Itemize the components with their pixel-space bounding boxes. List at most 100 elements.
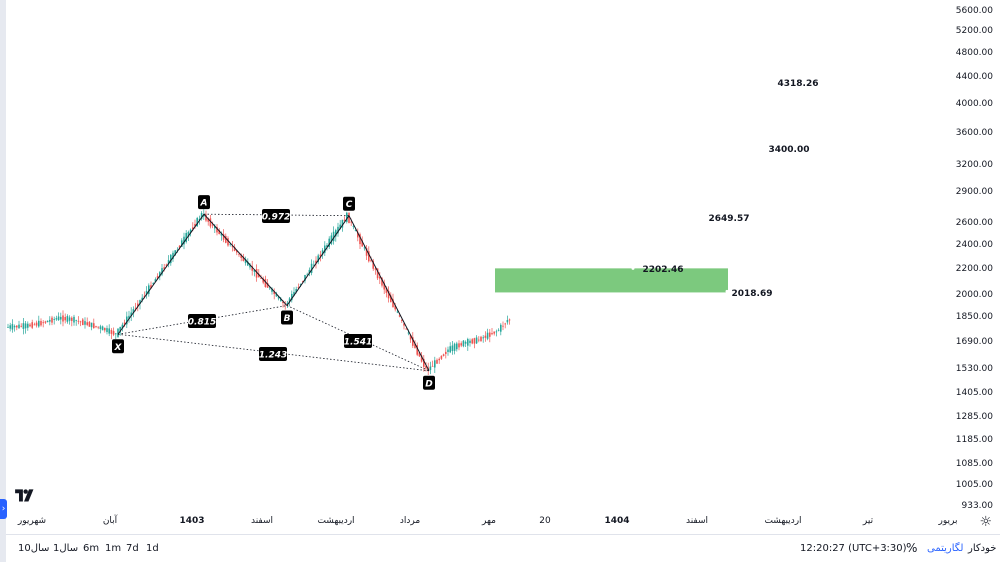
pattern-point-badge — [198, 195, 210, 210]
candle-body — [216, 226, 218, 233]
pattern-point-badge — [281, 310, 293, 325]
candle-body — [225, 235, 227, 243]
candle-body — [40, 321, 42, 326]
candle-body — [420, 355, 423, 362]
candle-body — [220, 233, 223, 236]
candle-body — [148, 285, 150, 295]
candle-body — [401, 320, 403, 321]
candle-body — [106, 328, 108, 333]
x-tick-label: مهر — [482, 516, 496, 526]
candle-body — [29, 324, 31, 327]
candle-body — [277, 296, 280, 299]
candle-body — [187, 231, 190, 237]
candle-body — [442, 354, 445, 356]
candle-body — [139, 300, 141, 304]
candle-body — [508, 319, 511, 321]
y-tick-label: 3200.00 — [955, 160, 993, 171]
y-tick-label: 1285.00 — [955, 412, 993, 423]
candle-body — [134, 307, 137, 309]
candle-body — [453, 343, 456, 351]
target-zone — [495, 268, 728, 293]
candle-body — [73, 316, 75, 323]
log-scale-toggle[interactable]: لگاریتمی — [927, 543, 964, 554]
range-7d-button[interactable]: 7d — [126, 543, 139, 554]
candle-body — [33, 324, 36, 326]
target-level-label: 2018.69 — [732, 289, 773, 299]
ratio-label: 0.972 — [262, 213, 290, 223]
candle-body — [46, 320, 49, 323]
candle-body — [480, 336, 482, 341]
candle-body — [376, 268, 379, 279]
gear-icon[interactable]: ☼ — [979, 514, 992, 530]
candle-body — [469, 340, 471, 343]
range-1y-button[interactable]: 1سال — [53, 543, 79, 554]
candle-body — [108, 328, 110, 334]
candle-body — [165, 264, 168, 266]
candle-body — [482, 337, 484, 339]
candle-body — [209, 218, 212, 227]
candle-body — [156, 276, 159, 279]
candle-body — [489, 332, 491, 337]
candle-body — [110, 329, 113, 334]
candle-body — [460, 343, 462, 346]
candle-body — [24, 323, 27, 329]
range-6m-button[interactable]: 6m — [83, 543, 100, 554]
candle-body — [163, 267, 165, 270]
candle-body — [394, 305, 396, 310]
candle-body — [174, 250, 176, 256]
candle-body — [112, 331, 115, 335]
candle-body — [189, 229, 192, 233]
candle-body — [95, 325, 97, 327]
chevron-right-icon[interactable]: › — [0, 499, 7, 519]
candle-body — [22, 323, 25, 329]
candle-body — [115, 333, 117, 335]
candle-body — [372, 260, 374, 269]
candle-body — [145, 290, 148, 295]
pattern-point-label: A — [200, 199, 208, 209]
candle-body — [71, 317, 73, 321]
pattern-point-badge — [112, 339, 124, 354]
pattern-point-label: B — [284, 314, 291, 324]
x-tick-label: 20 — [539, 516, 551, 526]
clock-timezone[interactable]: 12:20:27 (UTC+3:30) — [800, 543, 907, 554]
ratio-badge — [344, 334, 372, 348]
candle-body — [310, 263, 313, 273]
range-1m-button[interactable]: 1m — [105, 543, 122, 554]
candle-body — [207, 218, 209, 222]
candle-body — [288, 298, 291, 303]
auto-scale-toggle[interactable]: خودکار — [968, 543, 997, 554]
ratio-badge — [188, 314, 216, 328]
range-1d-button[interactable]: 1d — [146, 543, 159, 554]
candle-body — [77, 320, 80, 322]
candle-body — [416, 345, 418, 355]
price-chart[interactable]: 4318.26 3400.00 2649.57 2202.46 2018.69 0.972… — [0, 0, 1000, 534]
ratio-badge — [262, 209, 290, 223]
candle-body — [392, 299, 394, 308]
tradingview-logo[interactable] — [14, 488, 34, 504]
candle-body — [405, 328, 407, 330]
candle-body — [484, 335, 487, 338]
x-tick-label: تیر — [862, 516, 874, 526]
candle-body — [198, 218, 201, 220]
ratio-label: 0.815 — [188, 318, 216, 328]
candle-body — [451, 345, 454, 352]
candle-body — [500, 324, 502, 332]
candle-body — [445, 351, 447, 354]
candle-body — [130, 312, 132, 317]
candle-body — [260, 278, 262, 279]
y-tick-label: 1405.00 — [955, 387, 993, 398]
candle-body — [152, 283, 154, 285]
target-level-label: 2202.46 — [643, 265, 684, 275]
candle-body — [458, 343, 460, 348]
candle-body — [117, 328, 119, 337]
candle-body — [319, 254, 322, 257]
candle-body — [273, 291, 275, 295]
candle-body — [495, 331, 498, 333]
candle-body — [167, 260, 170, 265]
candle-body — [150, 285, 152, 289]
candle-body — [330, 235, 333, 244]
percent-toggle[interactable]: % — [906, 541, 918, 555]
y-tick-label: 933.00 — [961, 500, 994, 511]
range-10y-button[interactable]: 10سال — [18, 543, 50, 554]
candle-body — [121, 324, 124, 329]
